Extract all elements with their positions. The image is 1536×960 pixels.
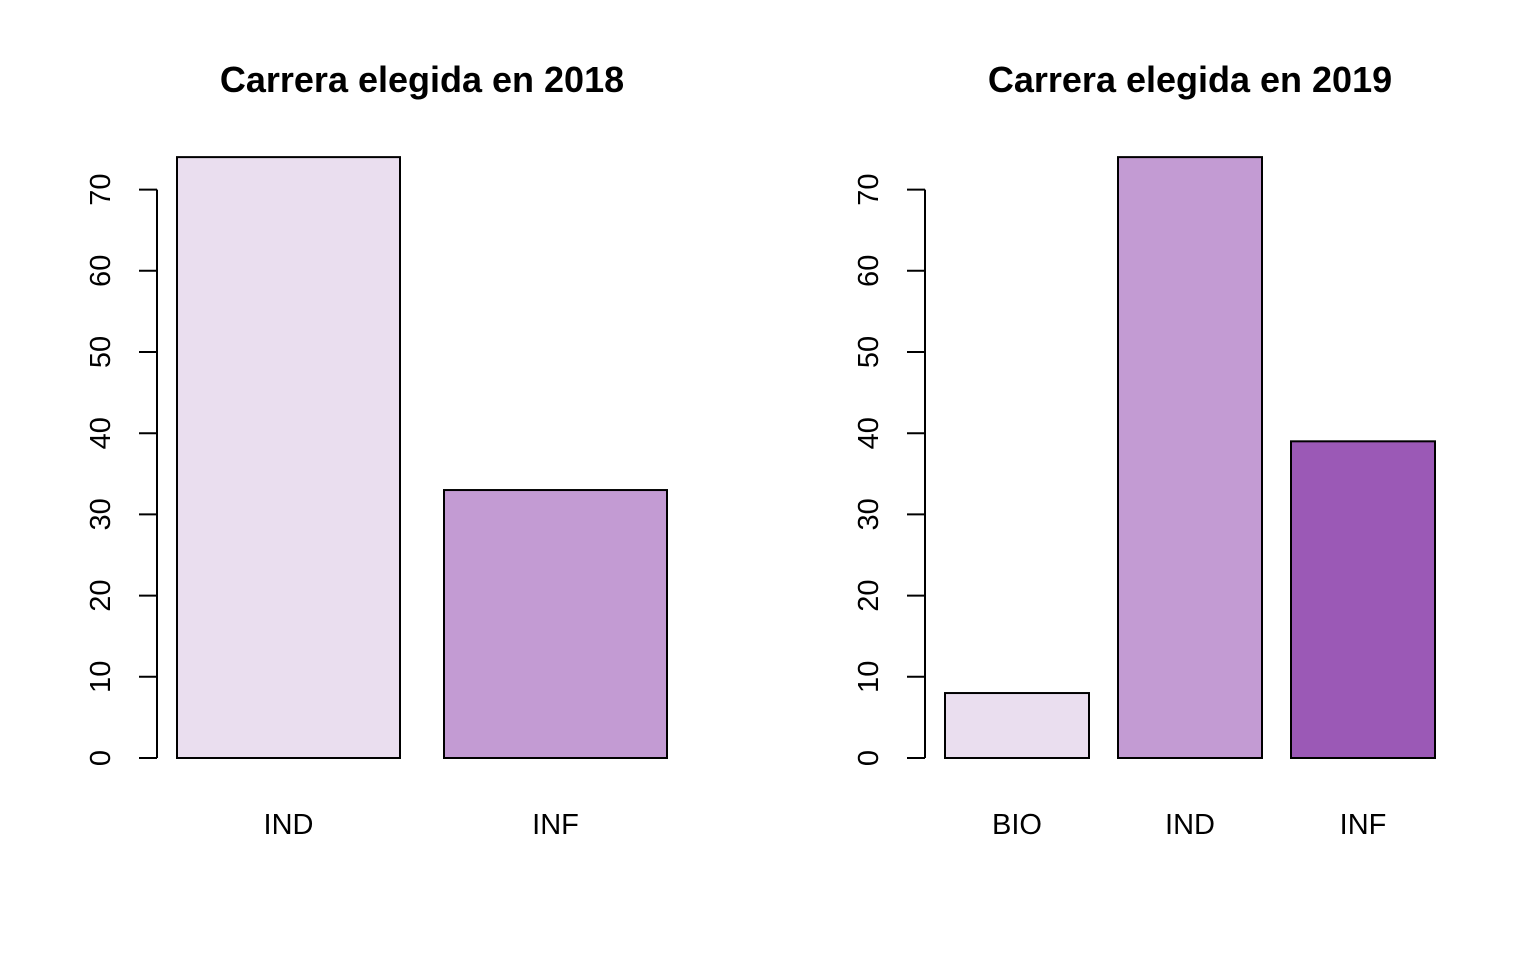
y-tick-label: 10	[853, 661, 885, 693]
y-tick-label: 30	[85, 498, 117, 530]
y-tick-label: 20	[85, 579, 117, 611]
y-tick-label: 10	[85, 661, 117, 693]
bar-inf	[443, 489, 668, 759]
category-label: INF	[1340, 809, 1387, 841]
chart-2018: Carrera elegida en 2018 IND INF 0 10 20 30 40 5…	[85, 59, 668, 841]
y-tick-label: 40	[85, 417, 117, 449]
y-tick-label: 30	[853, 498, 885, 530]
y-tick-label: 60	[853, 255, 885, 287]
y-tick-label: 70	[853, 173, 885, 205]
category-label: BIO	[992, 809, 1042, 841]
y-tick-label: 40	[853, 417, 885, 449]
category-label: INF	[532, 809, 579, 841]
y-tick-label: 50	[85, 336, 117, 368]
y-tick-label: 70	[85, 173, 117, 205]
y-tick-label: 0	[85, 750, 117, 766]
bar-inf	[1290, 440, 1436, 759]
chart-title: Carrera elegida en 2018	[220, 59, 624, 100]
y-tick-label: 0	[853, 750, 885, 766]
chart-2019: Carrera elegida en 2019 BIO IND INF 0 10 20 30…	[853, 59, 1436, 841]
y-tick-label: 20	[853, 579, 885, 611]
y-tick-label: 50	[853, 336, 885, 368]
chart-title: Carrera elegida en 2019	[988, 59, 1392, 100]
y-tick-label: 60	[85, 255, 117, 287]
bar-bio	[944, 692, 1090, 759]
bar-ind	[176, 156, 401, 759]
category-label: IND	[264, 809, 314, 841]
category-label: IND	[1165, 809, 1215, 841]
bar-ind	[1117, 156, 1263, 759]
